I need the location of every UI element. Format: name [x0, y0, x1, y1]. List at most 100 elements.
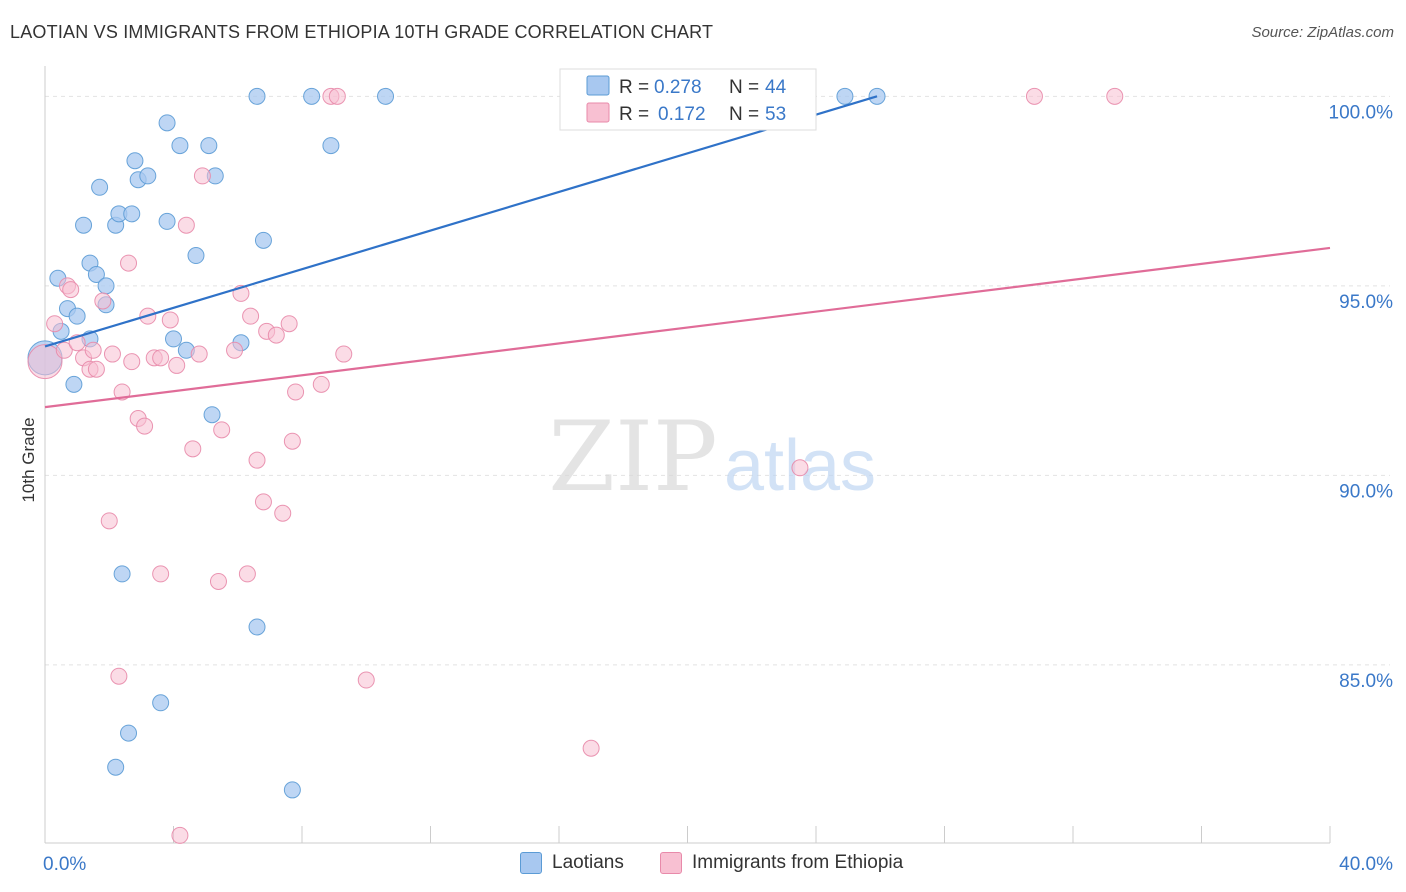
- ethiopia-r-value: 0.172: [658, 104, 706, 125]
- ethiopia-point: [357, 671, 375, 689]
- laotians-stat-swatch: [586, 75, 610, 96]
- ethiopia-point: [110, 667, 128, 685]
- ethiopia-point: [280, 315, 298, 333]
- laotians-point: [303, 87, 321, 105]
- ethiopia-point: [213, 421, 231, 439]
- laotians-n-value: 44: [765, 77, 787, 98]
- ethiopia-point: [274, 504, 292, 522]
- ethiopia-point: [27, 344, 63, 380]
- ethiopia-point: [62, 281, 80, 299]
- laotians-point: [75, 216, 93, 234]
- trend-lines: [44, 95, 1331, 409]
- laotians-point: [254, 231, 272, 249]
- y-tick-label: 100.0%: [1329, 102, 1394, 123]
- ethiopia-point: [171, 826, 189, 844]
- ethiopia-point: [328, 87, 346, 105]
- ethiopia-n-value: 53: [765, 104, 786, 125]
- laotians-point: [200, 137, 218, 155]
- laotians-point: [187, 247, 205, 265]
- ethiopia-point: [283, 432, 301, 450]
- scatter-points: [27, 87, 1124, 844]
- laotians-point: [97, 277, 115, 295]
- ethiopia-point: [55, 341, 73, 359]
- laotians-point: [126, 152, 144, 170]
- x-tick-label: 40.0%: [1339, 854, 1393, 875]
- stats-box: R = 0.278 N = 44 R = 0.172 N = 53: [559, 68, 817, 131]
- ethiopia-point: [87, 360, 105, 378]
- laotians-point: [68, 307, 86, 325]
- laotians-point: [158, 114, 176, 132]
- ethiopia-n-label: N =: [729, 104, 759, 125]
- ethiopia-point: [248, 451, 266, 469]
- y-axis-label: 10th Grade: [19, 417, 38, 502]
- tick-labels: 100.0% 95.0% 90.0% 85.0% 0.0% 40.0%: [43, 102, 1393, 875]
- laotians-point: [203, 406, 221, 424]
- laotians-r-label: R =: [619, 77, 649, 98]
- ethiopia-point: [120, 254, 138, 272]
- laotians-point: [158, 212, 176, 230]
- legend-laotians-swatch: [520, 852, 542, 874]
- source-credit: Source: ZipAtlas.com: [1251, 24, 1394, 41]
- ethiopia-point: [152, 349, 170, 367]
- laotians-point: [87, 265, 105, 283]
- ethiopia-point: [190, 345, 208, 363]
- ethiopia-point: [791, 459, 809, 477]
- legend-ethiopia-label: Immigrants from Ethiopia: [692, 852, 904, 873]
- laotians-trend-line: [44, 95, 878, 348]
- laotians-point: [248, 87, 266, 105]
- y-tick-label: 95.0%: [1339, 292, 1393, 313]
- ethiopia-point: [152, 565, 170, 583]
- legend-laotians-label: Laotians: [552, 852, 624, 873]
- ethiopia-point: [177, 216, 195, 234]
- laotians-point: [107, 758, 125, 776]
- ethiopia-point: [103, 345, 121, 363]
- laotians-point: [65, 375, 83, 393]
- ethiopia-point: [46, 315, 64, 333]
- laotians-point: [120, 724, 138, 742]
- ethiopia-point: [226, 341, 244, 359]
- y-tick-label: 85.0%: [1339, 671, 1393, 692]
- ethiopia-point: [123, 353, 141, 371]
- ethiopia-point: [312, 375, 330, 393]
- ethiopia-stat-swatch: [586, 102, 610, 123]
- ethiopia-point: [209, 572, 227, 590]
- laotians-n-label: N =: [729, 77, 759, 98]
- legend-laotians[interactable]: Laotians: [520, 852, 624, 874]
- ethiopia-trend-line: [44, 246, 1331, 409]
- ethiopia-point: [1025, 87, 1043, 105]
- ethiopia-point: [335, 345, 353, 363]
- laotians-r-value: 0.278: [654, 77, 702, 98]
- legend-ethiopia-swatch: [660, 852, 682, 874]
- ethiopia-point: [582, 739, 600, 757]
- ethiopia-point: [84, 341, 102, 359]
- ethiopia-point: [238, 565, 256, 583]
- watermark: ZIP atlas: [548, 401, 876, 513]
- ethiopia-point: [267, 326, 285, 344]
- laotians-point: [123, 205, 141, 223]
- ethiopia-point: [254, 493, 272, 511]
- watermark-zip: ZIP: [548, 401, 717, 513]
- ethiopia-point: [168, 356, 186, 374]
- laotians-point: [322, 137, 340, 155]
- ethiopia-point: [113, 383, 131, 401]
- laotians-point: [91, 178, 109, 196]
- ethiopia-point: [287, 383, 305, 401]
- laotians-point: [836, 87, 854, 105]
- ethiopia-point: [136, 417, 154, 435]
- laotians-point: [139, 167, 157, 185]
- laotians-point: [248, 618, 266, 636]
- laotians-point: [165, 330, 182, 348]
- ethiopia-r-label: R =: [619, 104, 649, 125]
- y-tick-label: 90.0%: [1339, 481, 1393, 502]
- ethiopia-point: [193, 167, 211, 185]
- laotians-point: [283, 781, 301, 799]
- legend-ethiopia[interactable]: Immigrants from Ethiopia: [660, 852, 903, 874]
- laotians-point: [377, 87, 395, 105]
- laotians-point: [113, 565, 131, 583]
- ethiopia-point: [94, 292, 112, 310]
- chart-title: LAOTIAN VS IMMIGRANTS FROM ETHIOPIA 10TH…: [10, 22, 714, 42]
- laotians-point: [152, 694, 170, 712]
- ethiopia-point: [184, 440, 202, 458]
- ethiopia-point: [242, 307, 260, 325]
